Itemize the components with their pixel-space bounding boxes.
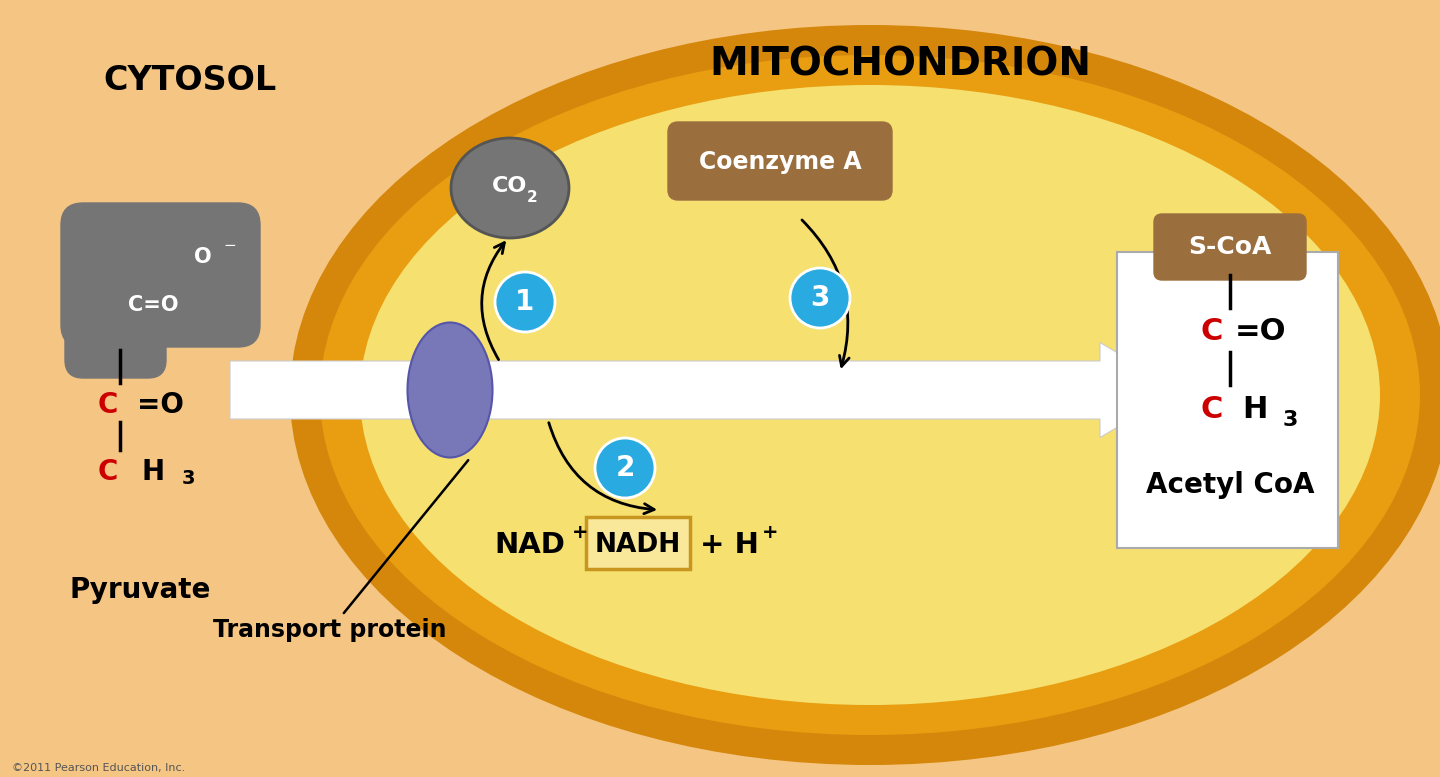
Text: Pyruvate: Pyruvate	[69, 576, 210, 604]
Text: Acetyl CoA: Acetyl CoA	[1146, 471, 1315, 499]
Text: O: O	[194, 247, 212, 267]
Text: −: −	[223, 238, 236, 253]
Text: C: C	[1201, 318, 1223, 347]
Ellipse shape	[360, 85, 1380, 705]
Circle shape	[495, 272, 554, 332]
Text: + H: + H	[700, 531, 759, 559]
Text: C: C	[98, 391, 118, 419]
Ellipse shape	[408, 322, 492, 458]
Text: NADH: NADH	[595, 532, 681, 558]
FancyBboxPatch shape	[1153, 214, 1306, 280]
Text: Transport protein: Transport protein	[213, 460, 468, 642]
FancyBboxPatch shape	[586, 517, 690, 569]
Text: S-CoA: S-CoA	[1188, 235, 1272, 259]
Text: 3: 3	[811, 284, 829, 312]
Ellipse shape	[451, 138, 569, 238]
Text: H: H	[141, 458, 164, 486]
FancyBboxPatch shape	[668, 122, 891, 200]
Text: 1: 1	[516, 288, 534, 316]
Text: C=O: C=O	[128, 295, 179, 315]
Text: =O: =O	[137, 391, 183, 419]
Text: 3: 3	[181, 469, 194, 487]
FancyBboxPatch shape	[60, 203, 261, 347]
Text: C: C	[1201, 395, 1223, 424]
Text: C: C	[98, 458, 118, 486]
Text: MITOCHONDRION: MITOCHONDRION	[708, 46, 1092, 84]
Text: 2: 2	[527, 190, 537, 205]
Text: CO: CO	[492, 176, 527, 196]
Circle shape	[791, 268, 850, 328]
Text: 3: 3	[1282, 410, 1297, 430]
Text: ©2011 Pearson Education, Inc.: ©2011 Pearson Education, Inc.	[12, 763, 186, 773]
Text: H: H	[1243, 395, 1267, 424]
FancyBboxPatch shape	[65, 207, 166, 378]
Text: =O: =O	[1234, 318, 1286, 347]
Text: +: +	[762, 524, 779, 542]
FancyArrow shape	[230, 343, 1179, 437]
FancyBboxPatch shape	[1117, 252, 1338, 548]
Ellipse shape	[320, 55, 1420, 735]
Text: CYTOSOL: CYTOSOL	[104, 64, 276, 96]
Text: 2: 2	[615, 454, 635, 482]
Circle shape	[595, 438, 655, 498]
Ellipse shape	[289, 25, 1440, 765]
Text: +: +	[572, 524, 589, 542]
Text: Coenzyme A: Coenzyme A	[698, 150, 861, 174]
Text: NAD: NAD	[494, 531, 564, 559]
